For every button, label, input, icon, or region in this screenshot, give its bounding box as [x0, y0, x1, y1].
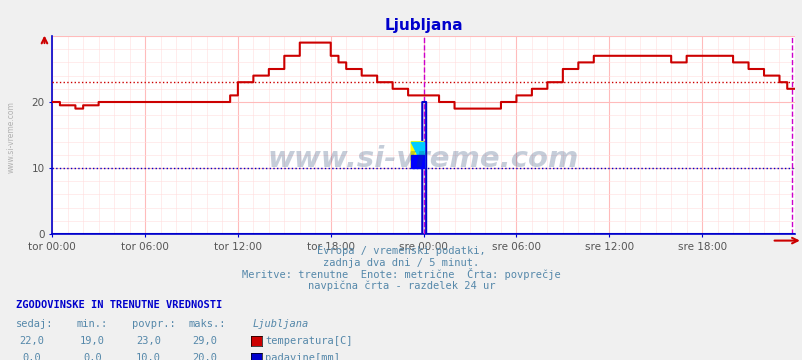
Text: 29,0: 29,0 [192, 336, 217, 346]
Bar [411, 155, 423, 168]
Text: Meritve: trenutne  Enote: metrične  Črta: povprečje: Meritve: trenutne Enote: metrične Črta: … [242, 267, 560, 280]
Title: Ljubljana: Ljubljana [384, 18, 462, 33]
Polygon shape [411, 141, 423, 168]
Text: sedaj:: sedaj: [16, 319, 54, 329]
Text: www.si-vreme.com: www.si-vreme.com [268, 145, 578, 173]
Text: 0,0: 0,0 [22, 353, 42, 360]
Text: povpr.:: povpr.: [132, 319, 176, 329]
Text: min.:: min.: [76, 319, 107, 329]
Text: ZGODOVINSKE IN TRENUTNE VREDNOSTI: ZGODOVINSKE IN TRENUTNE VREDNOSTI [16, 300, 222, 310]
Text: 0,0: 0,0 [83, 353, 102, 360]
Text: navpična črta - razdelek 24 ur: navpična črta - razdelek 24 ur [307, 281, 495, 292]
Text: padavine[mm]: padavine[mm] [265, 353, 339, 360]
Text: www.si-vreme.com: www.si-vreme.com [6, 101, 15, 173]
Text: Evropa / vremenski podatki,: Evropa / vremenski podatki, [317, 246, 485, 256]
Text: 23,0: 23,0 [136, 336, 161, 346]
Text: temperatura[C]: temperatura[C] [265, 336, 352, 346]
Text: maks.:: maks.: [188, 319, 226, 329]
Text: Ljubljana: Ljubljana [253, 319, 309, 329]
Text: 19,0: 19,0 [79, 336, 105, 346]
Text: zadnja dva dni / 5 minut.: zadnja dva dni / 5 minut. [323, 258, 479, 268]
Text: 10,0: 10,0 [136, 353, 161, 360]
Text: 20,0: 20,0 [192, 353, 217, 360]
Text: 22,0: 22,0 [19, 336, 45, 346]
Polygon shape [411, 141, 423, 168]
